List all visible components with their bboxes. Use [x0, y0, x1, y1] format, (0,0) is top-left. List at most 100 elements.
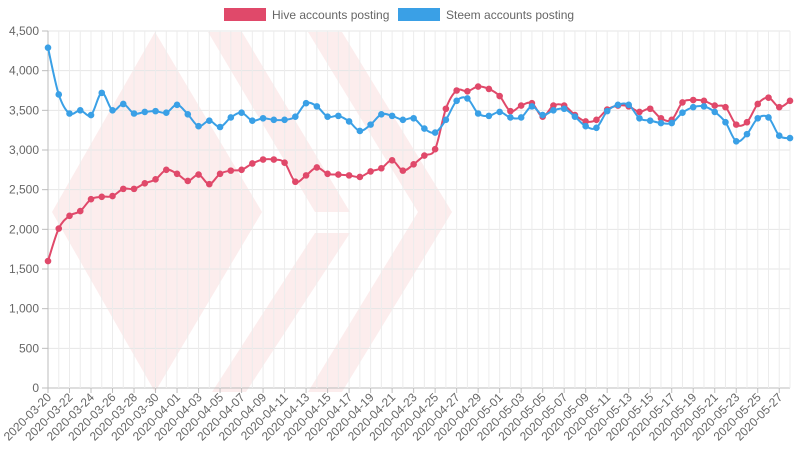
- data-point-steem[interactable]: [603, 107, 611, 115]
- data-point-steem[interactable]: [614, 101, 622, 109]
- data-point-hive[interactable]: [410, 160, 417, 168]
- data-point-steem[interactable]: [485, 112, 493, 120]
- data-point-hive[interactable]: [367, 168, 374, 175]
- data-point-steem[interactable]: [324, 113, 331, 120]
- data-point-steem[interactable]: [464, 95, 471, 102]
- data-point-steem[interactable]: [216, 123, 224, 131]
- data-point-hive[interactable]: [302, 172, 310, 179]
- data-point-hive[interactable]: [173, 170, 181, 178]
- data-point-steem[interactable]: [786, 134, 794, 142]
- data-point-steem[interactable]: [109, 107, 116, 114]
- data-point-steem[interactable]: [507, 114, 514, 121]
- data-point-steem[interactable]: [313, 103, 321, 110]
- data-point-hive[interactable]: [76, 207, 84, 215]
- data-point-steem[interactable]: [636, 114, 643, 122]
- data-point-hive[interactable]: [378, 164, 385, 172]
- data-point-steem[interactable]: [76, 107, 84, 114]
- data-point-hive[interactable]: [474, 83, 482, 90]
- data-point-steem[interactable]: [119, 100, 127, 108]
- legend-label-steem[interactable]: Steem accounts posting: [446, 8, 574, 22]
- data-point-hive[interactable]: [141, 180, 149, 187]
- legend-swatch-hive[interactable]: [224, 8, 266, 21]
- data-point-hive[interactable]: [55, 225, 63, 232]
- data-point-steem[interactable]: [593, 124, 600, 132]
- data-point-steem[interactable]: [152, 107, 159, 115]
- data-point-hive[interactable]: [485, 85, 493, 93]
- data-point-steem[interactable]: [711, 108, 719, 116]
- data-point-steem[interactable]: [528, 103, 536, 110]
- data-point-steem[interactable]: [238, 109, 245, 117]
- legend-label-hive[interactable]: Hive accounts posting: [272, 8, 389, 22]
- data-point-steem[interactable]: [550, 107, 557, 114]
- data-point-hive[interactable]: [388, 157, 396, 164]
- data-point-steem[interactable]: [195, 122, 202, 130]
- data-point-hive[interactable]: [227, 167, 235, 174]
- data-point-steem[interactable]: [689, 103, 697, 111]
- data-point-steem[interactable]: [162, 109, 170, 117]
- data-point-steem[interactable]: [55, 91, 63, 98]
- data-point-steem[interactable]: [227, 114, 235, 121]
- data-point-steem[interactable]: [646, 117, 654, 124]
- data-point-steem[interactable]: [496, 108, 503, 116]
- data-point-hive[interactable]: [130, 185, 138, 193]
- data-point-steem[interactable]: [539, 111, 546, 119]
- data-point-steem[interactable]: [388, 112, 396, 120]
- data-point-hive[interactable]: [292, 178, 299, 186]
- data-point-steem[interactable]: [141, 108, 149, 116]
- data-point-hive[interactable]: [421, 152, 428, 159]
- data-point-steem[interactable]: [173, 101, 181, 109]
- data-point-steem[interactable]: [571, 113, 579, 120]
- data-point-steem[interactable]: [700, 103, 708, 110]
- data-point-steem[interactable]: [249, 117, 256, 124]
- data-point-hive[interactable]: [743, 118, 751, 126]
- data-point-steem[interactable]: [44, 44, 52, 51]
- data-point-hive[interactable]: [87, 195, 95, 203]
- data-point-hive[interactable]: [98, 193, 106, 201]
- data-point-hive[interactable]: [324, 170, 331, 178]
- data-point-hive[interactable]: [152, 176, 159, 183]
- data-point-hive[interactable]: [44, 257, 52, 265]
- data-point-hive[interactable]: [184, 177, 192, 185]
- data-point-steem[interactable]: [259, 114, 267, 122]
- data-point-steem[interactable]: [474, 110, 482, 117]
- data-point-steem[interactable]: [732, 137, 740, 145]
- data-point-hive[interactable]: [345, 172, 353, 179]
- data-point-hive[interactable]: [786, 97, 794, 105]
- data-point-steem[interactable]: [453, 97, 460, 105]
- data-point-hive[interactable]: [722, 103, 729, 111]
- data-point-hive[interactable]: [442, 105, 450, 113]
- data-point-hive[interactable]: [259, 156, 267, 163]
- data-point-steem[interactable]: [743, 130, 751, 138]
- data-point-steem[interactable]: [582, 122, 589, 130]
- data-point-hive[interactable]: [66, 212, 73, 220]
- data-point-steem[interactable]: [625, 101, 632, 109]
- data-point-steem[interactable]: [270, 116, 278, 124]
- data-point-steem[interactable]: [775, 132, 783, 140]
- data-point-hive[interactable]: [431, 145, 439, 153]
- data-point-steem[interactable]: [367, 121, 374, 128]
- data-point-steem[interactable]: [292, 113, 299, 120]
- data-point-hive[interactable]: [593, 116, 600, 124]
- data-point-steem[interactable]: [560, 105, 568, 113]
- data-point-steem[interactable]: [206, 117, 213, 124]
- data-point-steem[interactable]: [184, 111, 192, 118]
- data-point-hive[interactable]: [507, 107, 514, 115]
- data-point-hive[interactable]: [711, 102, 719, 109]
- data-point-steem[interactable]: [722, 118, 729, 126]
- data-point-steem[interactable]: [410, 114, 417, 122]
- data-point-steem[interactable]: [431, 129, 439, 136]
- data-point-hive[interactable]: [270, 156, 278, 163]
- data-point-hive[interactable]: [335, 171, 342, 178]
- data-point-hive[interactable]: [689, 96, 697, 104]
- data-point-steem[interactable]: [302, 99, 310, 107]
- data-point-hive[interactable]: [249, 160, 256, 167]
- data-point-steem[interactable]: [281, 116, 288, 124]
- data-point-steem[interactable]: [442, 116, 450, 124]
- data-point-hive[interactable]: [238, 166, 245, 174]
- data-point-hive[interactable]: [109, 192, 116, 200]
- data-point-hive[interactable]: [517, 102, 525, 109]
- data-point-steem[interactable]: [668, 119, 676, 127]
- data-point-hive[interactable]: [646, 105, 654, 113]
- data-point-steem[interactable]: [335, 112, 342, 120]
- data-point-hive[interactable]: [765, 94, 772, 101]
